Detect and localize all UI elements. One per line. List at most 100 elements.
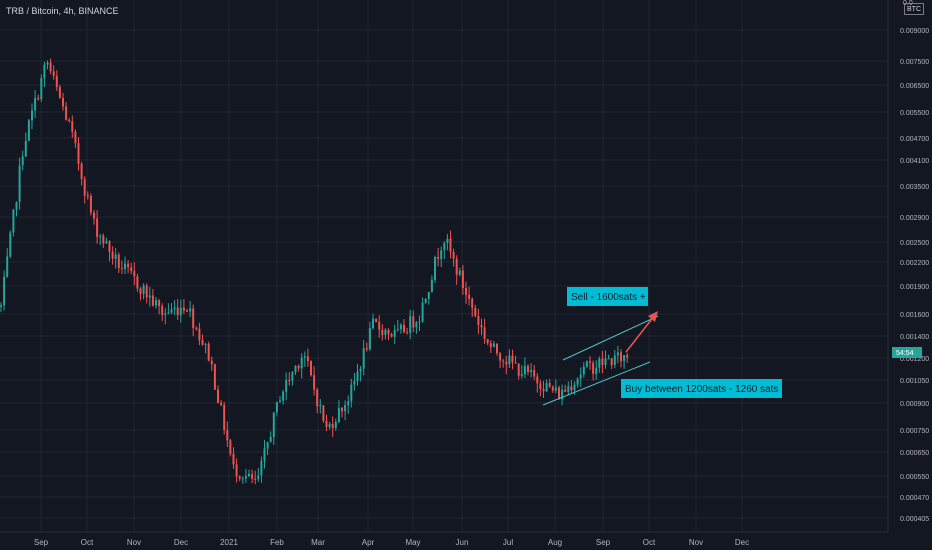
candle-body	[300, 357, 303, 369]
candle-body	[334, 422, 337, 429]
price-axis[interactable]: 0.009000 0.007500 0.006500 0.005500 0.004700…	[887, 0, 929, 532]
candle-body	[27, 120, 30, 141]
x-tick-label: Nov	[127, 538, 141, 547]
y-tick-label: 0.000900	[900, 401, 929, 408]
x-tick-label: Jun	[456, 538, 469, 547]
candle-body	[474, 307, 477, 316]
candle-body	[384, 329, 387, 336]
candle-body	[399, 324, 402, 330]
candle-body	[37, 97, 40, 100]
candle-body	[561, 389, 564, 400]
candle-body	[344, 404, 347, 412]
candle-body	[9, 232, 12, 257]
candle-body	[325, 420, 328, 428]
candle-body	[530, 370, 533, 372]
candle-body	[266, 442, 269, 449]
x-tick-label: Feb	[270, 538, 284, 547]
candle-body	[418, 321, 421, 323]
candle-body	[381, 329, 384, 336]
y-tick-label: 0.002500	[900, 240, 929, 247]
candle-body	[120, 268, 123, 270]
y-tick-label: 0.009000	[900, 28, 929, 35]
candle-body	[136, 276, 139, 289]
candle-body	[511, 355, 514, 363]
candle-body	[430, 279, 433, 293]
candle-body	[251, 474, 254, 479]
candle-body	[421, 302, 424, 322]
candle-body	[368, 328, 371, 350]
x-tick-label: Sep	[596, 538, 611, 547]
y-tick-label: 0.001600	[900, 312, 929, 319]
candle-body	[406, 332, 409, 334]
candle-body	[465, 287, 467, 295]
candle-body	[0, 305, 2, 307]
candle-body	[461, 270, 464, 288]
sell-annotation-box[interactable]	[567, 287, 648, 306]
candle-body	[151, 295, 154, 306]
y-tick-label: 0.006500	[900, 83, 929, 90]
target-arrow-head	[648, 311, 658, 322]
candle-body	[257, 475, 260, 480]
candle-body	[486, 339, 489, 344]
candle-body	[65, 106, 68, 120]
candle-body	[161, 305, 164, 315]
candle-body	[480, 325, 483, 328]
y-tick-label: 0.002200	[900, 260, 929, 267]
candle-body	[582, 366, 585, 375]
candle-body	[396, 329, 399, 331]
candle-body	[99, 235, 102, 237]
candle-body	[403, 324, 405, 333]
time-axis[interactable]: Sep Oct Nov Dec 2021 Feb Mar Apr May Jun Jul Aug Sep…	[0, 531, 888, 547]
candle-body	[393, 329, 396, 337]
candle-body	[477, 315, 480, 326]
candle-body	[272, 412, 275, 437]
candle-body	[80, 163, 83, 180]
candle-body	[499, 353, 502, 361]
candle-body	[105, 241, 108, 244]
candle-body	[303, 356, 306, 358]
candle-body	[458, 270, 461, 275]
candle-body	[558, 387, 560, 400]
candle-body	[201, 340, 204, 345]
candle-body	[604, 358, 607, 365]
candle-body	[207, 343, 210, 361]
x-tick-label: Aug	[548, 538, 562, 547]
candle-body	[229, 440, 232, 454]
y-tick-label: 0.000470	[900, 495, 929, 502]
candle-body	[353, 380, 356, 385]
candle-body	[502, 360, 505, 362]
candle-body	[18, 165, 21, 203]
candle-body	[68, 119, 71, 122]
candle-body	[527, 365, 529, 372]
candle-body	[198, 328, 201, 341]
candle-body	[567, 386, 570, 392]
channel-lower-line	[542, 361, 651, 406]
candle-body	[508, 355, 511, 365]
candle-body	[412, 316, 415, 328]
candle-body	[310, 361, 312, 376]
candle-body	[434, 257, 436, 280]
candle-body	[164, 313, 167, 315]
candle-body	[108, 241, 111, 252]
candle-body	[545, 383, 548, 392]
x-tick-label: Dec	[735, 538, 749, 547]
x-tick-label: Jul	[503, 538, 513, 547]
y-tick-label: 0.007500	[900, 59, 929, 66]
y-tick-label: 0.000750	[900, 428, 929, 435]
candle-body	[158, 300, 161, 306]
buy-annotation-box[interactable]	[621, 379, 782, 398]
y-tick-label: 0.001200	[900, 356, 929, 363]
candle-body	[378, 322, 381, 330]
candle-body	[204, 343, 207, 345]
candle-body	[496, 343, 498, 354]
y-tick-label: 0.001050	[900, 378, 929, 385]
candle-body	[279, 400, 281, 403]
sell-annotation-text: Sell - 1600sats +	[571, 292, 646, 303]
y-tick-label: 0.002900	[900, 215, 929, 222]
candle-body	[21, 156, 24, 166]
currency-button[interactable]: BTC	[904, 3, 924, 15]
x-tick-label: May	[405, 538, 420, 547]
candle-body	[31, 110, 33, 121]
symbol-title[interactable]: TRB / Bitcoin, 4h, BINANCE	[6, 6, 119, 16]
